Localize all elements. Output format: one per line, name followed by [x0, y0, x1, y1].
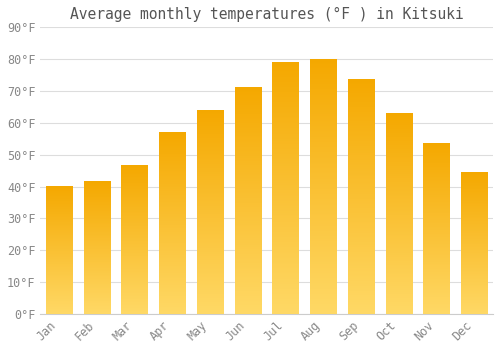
Title: Average monthly temperatures (°F ) in Kitsuki: Average monthly temperatures (°F ) in Ki…	[70, 7, 464, 22]
